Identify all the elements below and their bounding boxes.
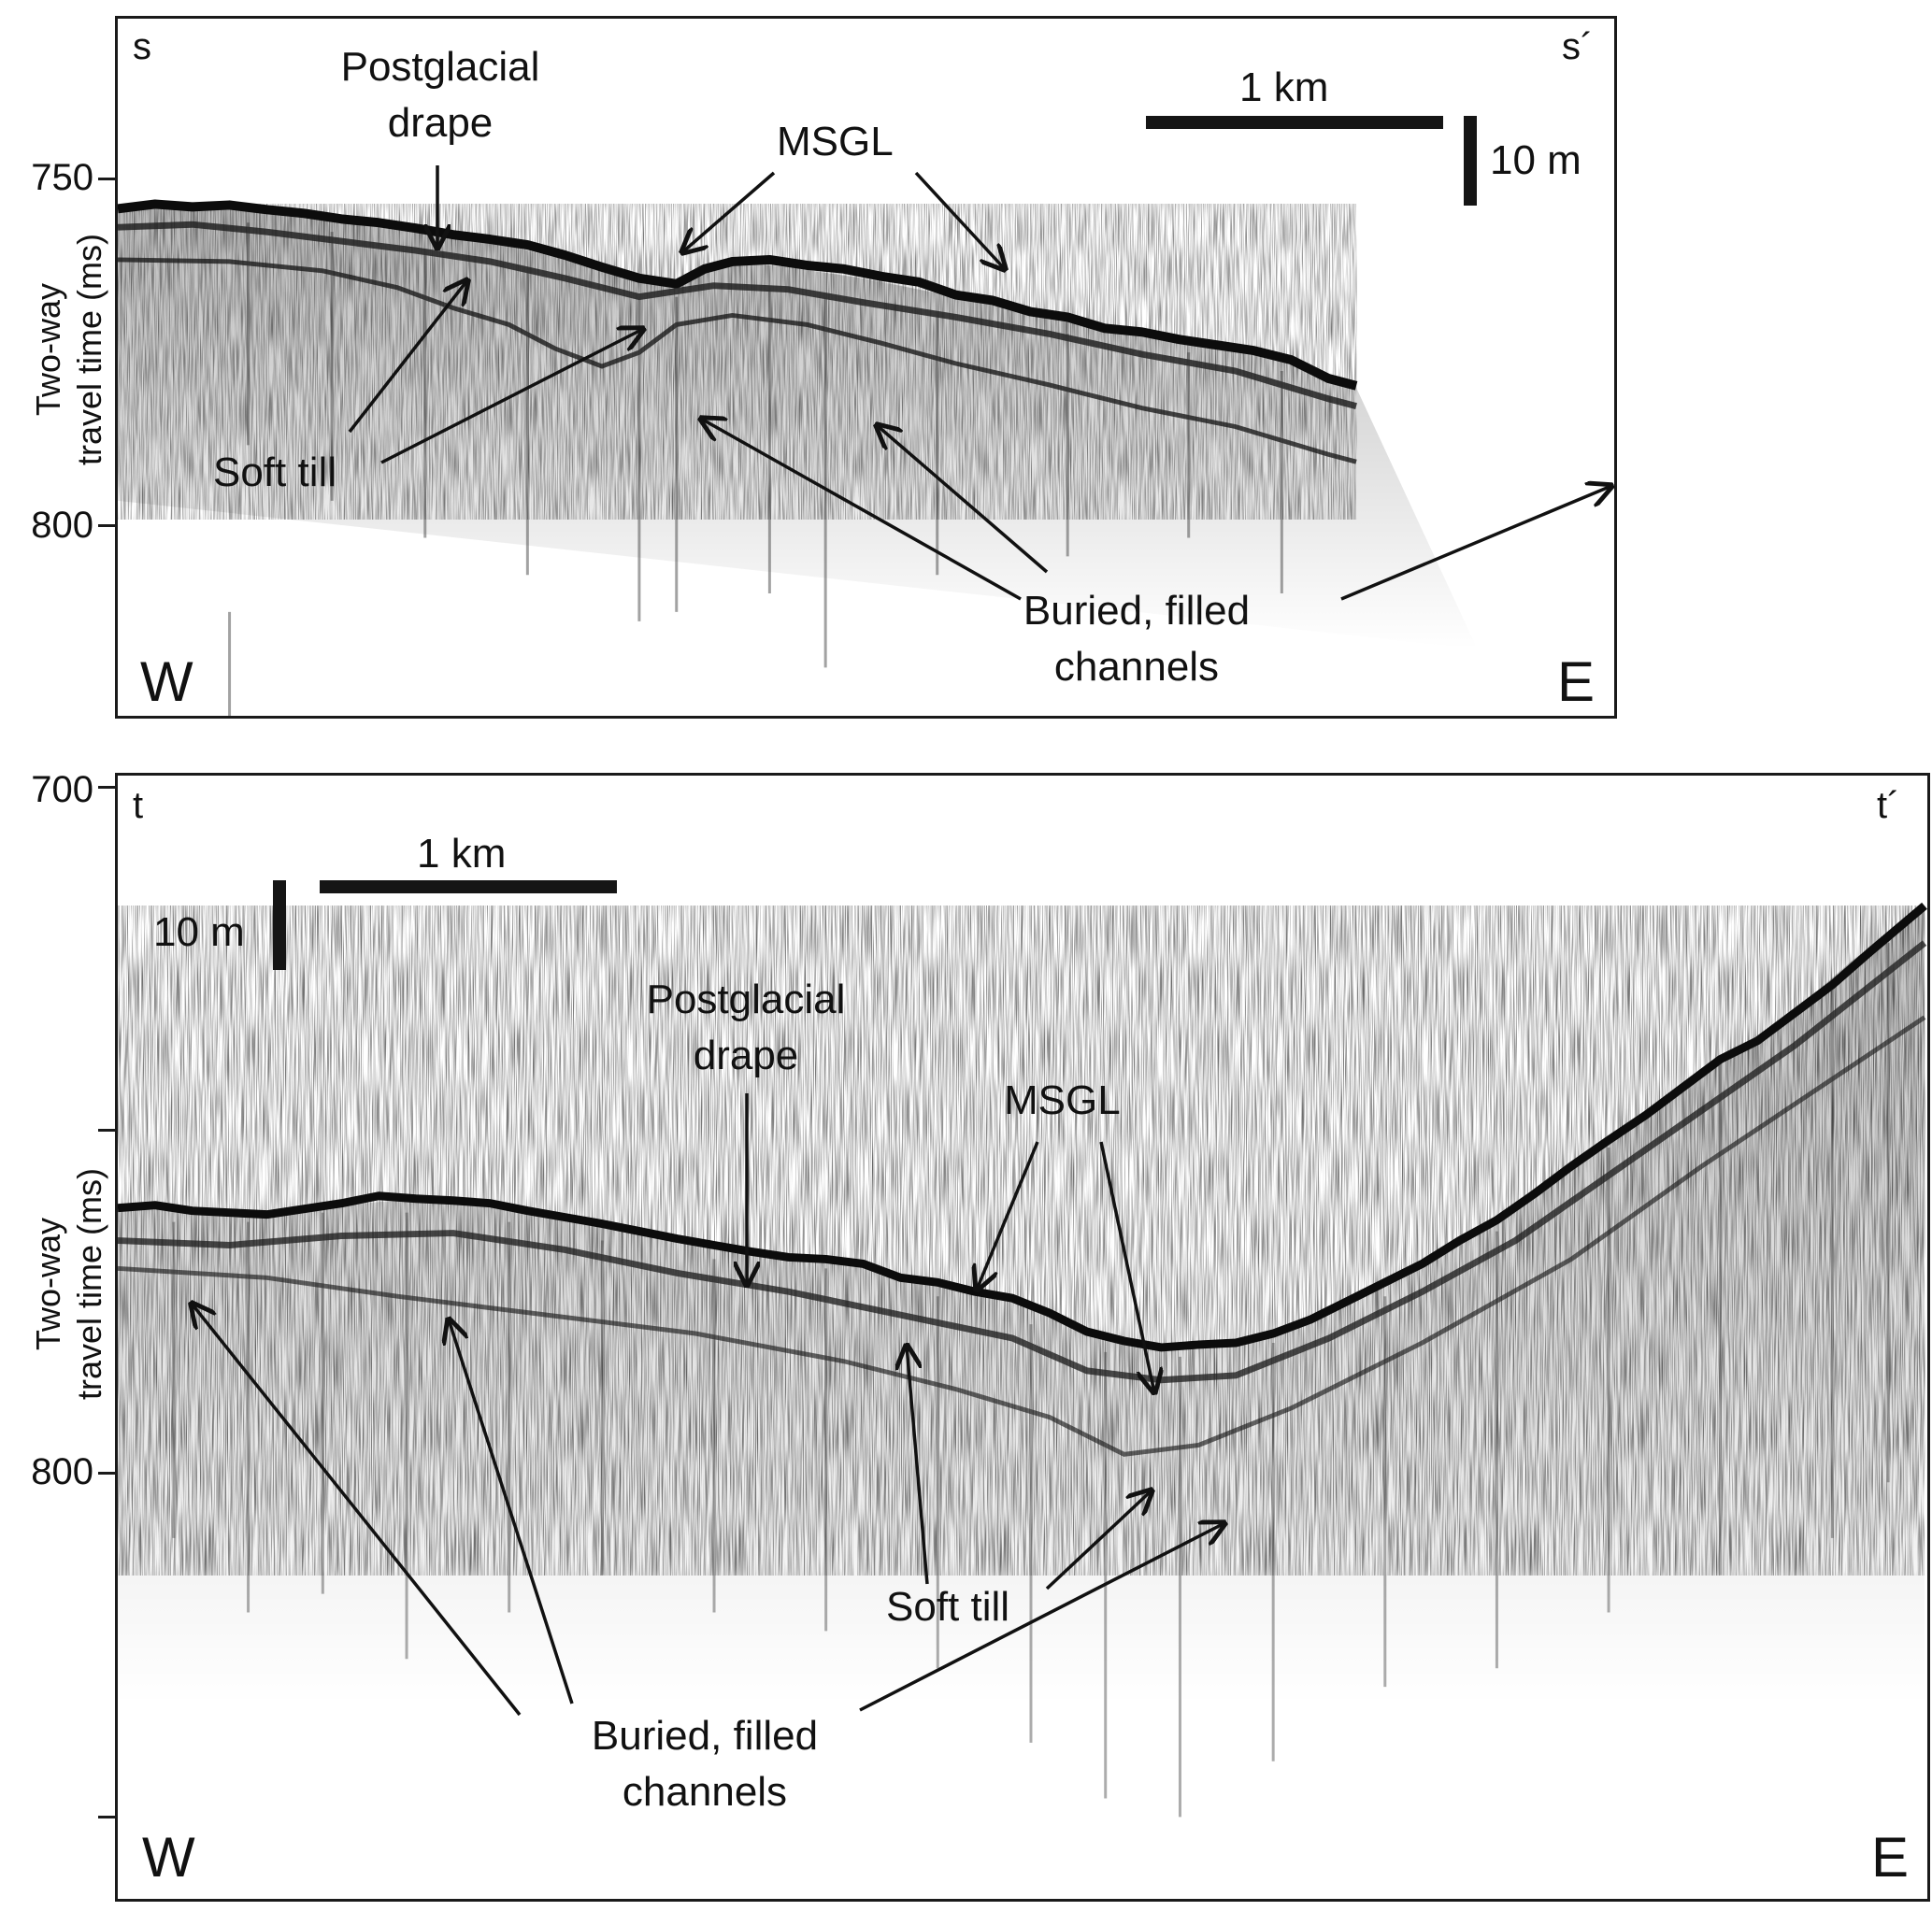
- scale-bar-horizontal: [1146, 116, 1443, 129]
- y-tick: [98, 524, 115, 527]
- y-axis-title-line1: Two-way: [29, 282, 67, 417]
- annotation-msgl: MSGL: [777, 119, 894, 164]
- annotation-drape-line1: Postglacial: [646, 977, 846, 1022]
- annotation-channels-line1: Buried, filled: [591, 1713, 819, 1759]
- annotation-drape-line2: drape: [387, 100, 494, 146]
- scale-bar-vertical: [273, 880, 286, 970]
- annotation-drape-line1: Postglacial: [340, 44, 540, 90]
- y-tick: [98, 1816, 115, 1818]
- y-axis-title-line1: Two-way: [29, 1217, 67, 1351]
- y-tick: [98, 786, 115, 789]
- y-tick: [98, 1472, 115, 1475]
- y-tick-label: 750: [31, 157, 93, 198]
- y-axis-title: Two-way travel time (ms): [28, 1162, 110, 1405]
- annotation-drape-line2: drape: [693, 1033, 799, 1078]
- annotation-channels-line2: channels: [622, 1769, 788, 1815]
- seismic-profile-t: t t´ W E 1 km 10 m Postglacial drape MSG…: [115, 773, 1930, 1902]
- profile-start-label: t: [133, 785, 144, 826]
- annotation-soft-till: Soft till: [213, 449, 337, 495]
- y-axis-title: Two-way travel time (ms): [28, 228, 110, 471]
- y-tick-label: 700: [31, 769, 93, 810]
- annotation-msgl: MSGL: [1004, 1077, 1121, 1123]
- scale-vertical-label: 10 m: [153, 909, 245, 955]
- east-label: E: [1871, 1826, 1910, 1889]
- profile-end-label: t´: [1877, 785, 1900, 826]
- scale-horizontal-label: 1 km: [417, 831, 507, 877]
- west-label: W: [142, 1826, 195, 1889]
- annotation-channels-line1: Buried, filled: [1023, 588, 1251, 634]
- scale-bar-horizontal: [320, 880, 617, 893]
- seismic-profile-s: s s´ W E 1 km 10 m Postglacial drape MSG…: [115, 16, 1617, 719]
- y-tick-label: 800: [31, 1451, 93, 1492]
- profile-end-label: s´: [1562, 26, 1594, 67]
- annotation-soft-till: Soft till: [886, 1584, 1010, 1630]
- y-tick: [98, 1129, 115, 1132]
- y-axis-title-line2: travel time (ms): [70, 234, 108, 466]
- scale-vertical-label: 10 m: [1490, 137, 1581, 183]
- scale-horizontal-label: 1 km: [1239, 64, 1329, 110]
- east-label: E: [1557, 650, 1596, 713]
- annotation-channels-line2: channels: [1053, 644, 1220, 690]
- seismic-image-t: [118, 902, 1927, 1818]
- y-axis-title-line2: travel time (ms): [70, 1168, 108, 1401]
- y-tick-label: 800: [31, 505, 93, 546]
- y-tick: [98, 178, 115, 180]
- profile-start-label: s: [133, 26, 151, 67]
- scale-bar-vertical: [1464, 116, 1477, 206]
- west-label: W: [140, 650, 193, 713]
